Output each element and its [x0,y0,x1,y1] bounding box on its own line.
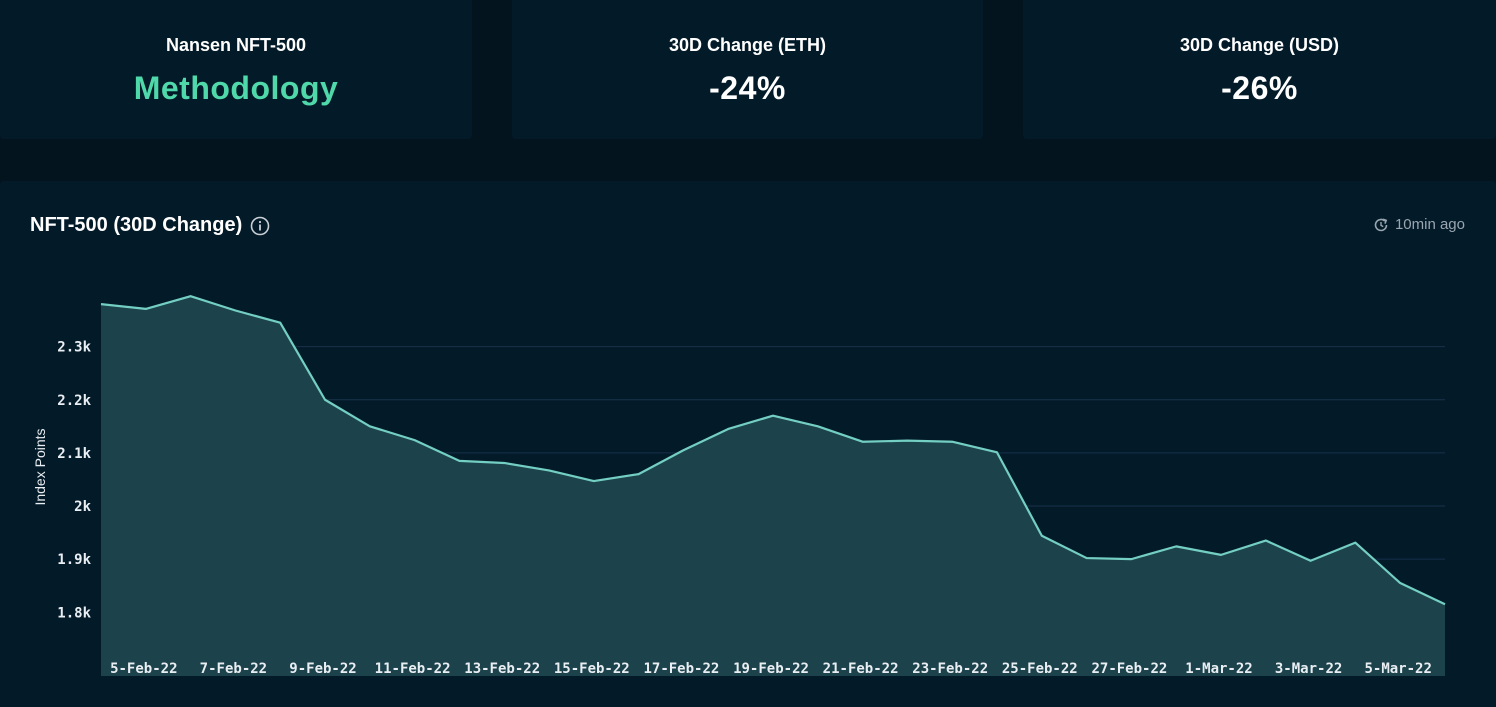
series-line [100,295,1446,606]
chart-panel: 1.8k 1.9k 2k 2.1k 2.2k 2.3k 5-Feb-22 7-Feb-22 9-… [0,181,1496,707]
methodology-link[interactable]: Methodology [133,70,339,106]
x-tick-label: 5-Feb-22 [110,661,177,677]
usd-change-value: -26% [1221,70,1298,106]
x-tick-label: 1-Mar-22 [1185,661,1252,677]
usd-change-label: 30D Change (USD) [1179,35,1340,55]
usd-change-card: 30D Change (USD) -26% [1023,0,1496,139]
x-tick-label: 13-Feb-22 [464,661,540,677]
x-tick-label: 3-Mar-22 [1275,661,1342,677]
x-tick-label: 17-Feb-22 [643,661,719,677]
x-tick-label: 5-Mar-22 [1364,661,1431,677]
y-tick-label: 2.3k [57,340,91,356]
index-card: Nansen NFT-500 Methodology [0,0,472,139]
x-tick-label: 19-Feb-22 [733,661,809,677]
info-icon[interactable] [250,216,270,236]
last-updated: 10min ago [1373,216,1465,233]
eth-change-value: -24% [709,70,786,106]
x-tick-label: 21-Feb-22 [823,661,899,677]
x-tick-label: 23-Feb-22 [912,661,988,677]
chart-title: NFT-500 (30D Change) [30,214,270,237]
eth-change-card: 30D Change (ETH) -24% [512,0,983,139]
index-chart: 1.8k 1.9k 2k 2.1k 2.2k 2.3k 5-Feb-22 7-Feb-22 9-… [32,295,1446,677]
x-tick-label: 7-Feb-22 [200,661,267,677]
chart-title-text: NFT-500 (30D Change) [30,214,243,236]
y-tick-label: 2.2k [57,393,91,409]
y-axis-title: Index Points [32,428,48,505]
x-tick-label: 15-Feb-22 [554,661,630,677]
y-tick-label: 2.1k [57,446,91,462]
area-fill [101,296,1445,676]
y-tick-label: 1.8k [57,605,91,621]
y-tick-label: 2k [74,499,91,515]
x-tick-label: 9-Feb-22 [289,661,356,677]
x-tick-label: 11-Feb-22 [375,661,451,677]
x-tick-label: 25-Feb-22 [1002,661,1078,677]
y-tick-label: 1.9k [57,552,91,568]
eth-change-label: 30D Change (ETH) [668,35,827,55]
refresh-clock-icon[interactable] [1373,217,1389,233]
x-tick-label: 27-Feb-22 [1091,661,1167,677]
index-card-label: Nansen NFT-500 [165,35,307,55]
last-updated-text: 10min ago [1394,216,1465,233]
